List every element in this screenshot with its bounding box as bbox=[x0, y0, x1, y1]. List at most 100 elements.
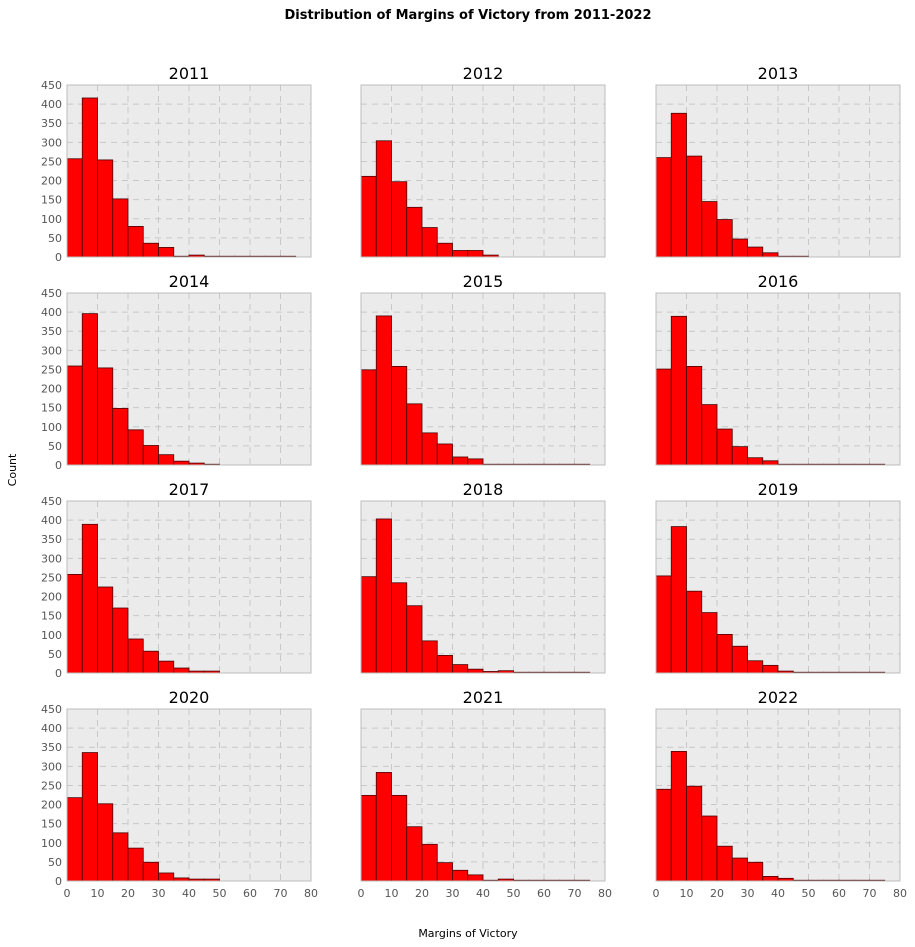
x-tick-label: 30 bbox=[741, 887, 755, 900]
histogram-bar bbox=[158, 872, 175, 882]
y-tick-label: 0 bbox=[55, 251, 62, 264]
histogram-bar bbox=[436, 862, 453, 882]
y-tick-label: 50 bbox=[48, 440, 62, 453]
x-tick-label: 0 bbox=[358, 887, 365, 900]
y-tick-label: 450 bbox=[41, 495, 62, 508]
histogram-bar bbox=[686, 785, 703, 882]
histogram-bar bbox=[452, 456, 469, 466]
panel-2015: 2015 bbox=[360, 272, 606, 466]
plot-frame bbox=[66, 84, 312, 258]
x-tick-label: 60 bbox=[832, 887, 846, 900]
histogram-bar bbox=[66, 797, 83, 882]
y-tick-label: 200 bbox=[41, 591, 62, 604]
y-tick-label: 400 bbox=[41, 98, 62, 111]
histogram-bar bbox=[406, 605, 423, 674]
panel-2013: 2013 bbox=[655, 64, 901, 258]
histogram-bar bbox=[406, 403, 423, 466]
x-tick-label: 40 bbox=[771, 887, 785, 900]
x-tick-label: 0 bbox=[64, 887, 71, 900]
histogram-bar bbox=[66, 158, 83, 258]
panel-2014: 2014 0 50 100 150 200 250 300 350 400 450 bbox=[41, 272, 312, 472]
histogram-bar bbox=[731, 238, 748, 258]
panel-2012: 2012 bbox=[360, 64, 606, 258]
y-axis-label: Count bbox=[6, 453, 19, 486]
histogram-bar bbox=[686, 365, 703, 466]
histogram-bar bbox=[421, 432, 438, 466]
histogram-bar bbox=[686, 590, 703, 674]
histogram-bar bbox=[467, 250, 484, 258]
panel-title: 2012 bbox=[463, 64, 504, 83]
panel-title: 2011 bbox=[169, 64, 210, 83]
histogram-bar bbox=[467, 874, 484, 882]
histogram-bar bbox=[716, 428, 733, 466]
x-tick-label: 50 bbox=[213, 887, 227, 900]
y-tick-label: 150 bbox=[41, 610, 62, 623]
histogram-bar bbox=[731, 446, 748, 466]
plot-frame bbox=[655, 84, 901, 258]
histogram-bar bbox=[81, 97, 98, 258]
y-tick-label: 400 bbox=[41, 514, 62, 527]
x-tick-label: 20 bbox=[415, 887, 429, 900]
plot-frame bbox=[360, 708, 606, 882]
histogram-bar bbox=[375, 140, 392, 258]
plot-frame bbox=[360, 292, 606, 466]
histogram-bar bbox=[701, 404, 718, 466]
x-tick-label: 20 bbox=[710, 887, 724, 900]
panel-title: 2017 bbox=[169, 480, 210, 499]
plot-frame bbox=[360, 84, 606, 258]
histogram-bar bbox=[716, 633, 733, 674]
histogram-bar bbox=[686, 155, 703, 258]
y-tick-label: 400 bbox=[41, 722, 62, 735]
x-tick-label: 40 bbox=[182, 887, 196, 900]
panel-title: 2013 bbox=[758, 64, 799, 83]
panel-2021: 2021 0 10 20 30 40 50 60 70 80 bbox=[358, 688, 613, 900]
histogram-bar bbox=[81, 752, 98, 882]
x-tick-label: 70 bbox=[274, 887, 288, 900]
x-tick-label: 40 bbox=[476, 887, 490, 900]
histogram-bar bbox=[655, 157, 672, 258]
plot-frame bbox=[360, 500, 606, 674]
y-tick-label: 300 bbox=[41, 760, 62, 773]
x-tick-label: 80 bbox=[304, 887, 318, 900]
y-tick-label: 100 bbox=[41, 837, 62, 850]
histogram-bar bbox=[747, 660, 764, 674]
y-tick-label: 350 bbox=[41, 533, 62, 546]
y-tick-label: 200 bbox=[41, 175, 62, 188]
y-tick-label: 100 bbox=[41, 629, 62, 642]
histogram-bar bbox=[391, 365, 408, 466]
panel-2019: 2019 bbox=[655, 480, 901, 674]
y-tick-label: 250 bbox=[41, 155, 62, 168]
plot-frame bbox=[66, 708, 312, 882]
y-tick-label: 300 bbox=[41, 136, 62, 149]
histogram-bar bbox=[701, 612, 718, 674]
plot-frame bbox=[655, 500, 901, 674]
histogram-bar bbox=[731, 645, 748, 674]
y-tick-label: 100 bbox=[41, 213, 62, 226]
histogram-bar bbox=[436, 655, 453, 674]
y-tick-label: 450 bbox=[41, 79, 62, 92]
x-tick-label: 70 bbox=[863, 887, 877, 900]
x-axis-label: Margins of Victory bbox=[418, 927, 518, 940]
y-tick-label: 150 bbox=[41, 194, 62, 207]
histogram-bar bbox=[127, 847, 144, 882]
y-tick-label: 300 bbox=[41, 344, 62, 357]
histogram-bar bbox=[747, 861, 764, 882]
y-tick-label: 150 bbox=[41, 402, 62, 415]
histogram-bar bbox=[731, 857, 748, 882]
histogram-bar bbox=[158, 660, 175, 674]
histogram-bar bbox=[421, 640, 438, 674]
histogram-bar bbox=[375, 772, 392, 882]
panel-title: 2014 bbox=[169, 272, 210, 291]
panel-title: 2015 bbox=[463, 272, 504, 291]
histogram-bar bbox=[747, 246, 764, 258]
x-tick-label: 70 bbox=[568, 887, 582, 900]
x-tick-label: 20 bbox=[121, 887, 135, 900]
y-tick-label: 0 bbox=[55, 667, 62, 680]
y-tick-label: 300 bbox=[41, 552, 62, 565]
histogram-bar bbox=[701, 201, 718, 258]
histogram-bar bbox=[97, 586, 114, 674]
histogram-bar bbox=[452, 869, 469, 882]
y-tick-label: 400 bbox=[41, 306, 62, 319]
